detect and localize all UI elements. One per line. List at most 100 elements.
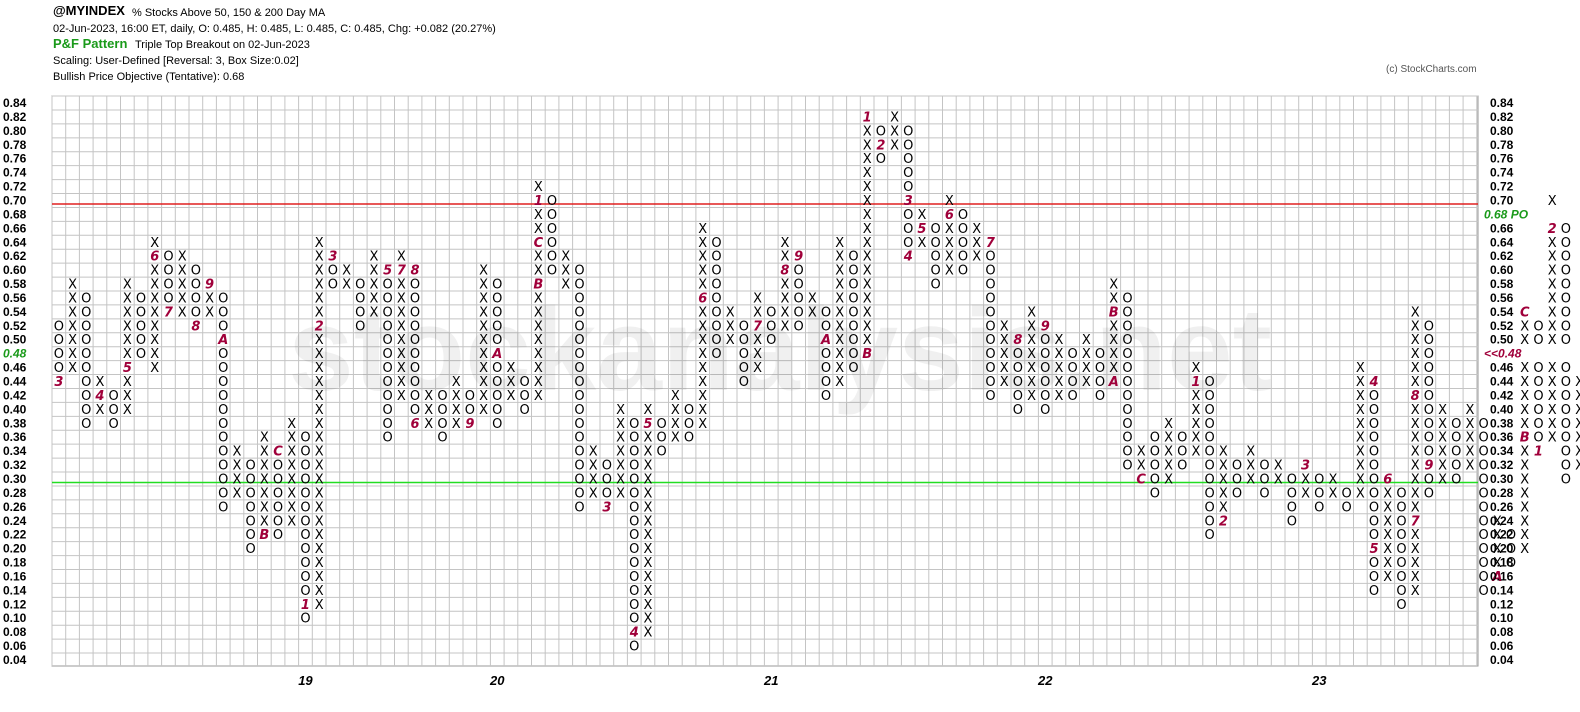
x-box: X <box>1328 472 1337 487</box>
x-box: X <box>890 124 899 139</box>
o-box: O <box>492 389 502 404</box>
o-box: O <box>1561 278 1571 293</box>
o-box: O <box>547 222 557 237</box>
o-box: O <box>81 389 91 404</box>
y-tick-label-right: 0.22 <box>1490 528 1514 542</box>
x-box: X <box>863 319 872 334</box>
x-box: X <box>1246 445 1255 460</box>
x-box: X <box>1575 445 1580 460</box>
pnf-column: X4X <box>94 375 104 418</box>
o-box: O <box>931 222 941 237</box>
x-box: X <box>616 459 625 474</box>
o-box: O <box>1314 472 1324 487</box>
o-box: O <box>1369 431 1379 446</box>
pnf-column: OOO <box>1177 431 1187 474</box>
o-box: O <box>191 291 201 306</box>
x-box: X <box>123 333 132 348</box>
y-tick-label-right: 0.40 <box>1490 402 1514 416</box>
x-box: X <box>150 278 159 293</box>
x-box: X <box>835 319 844 334</box>
pnf-column: OOO <box>1506 528 1516 571</box>
x-box: X <box>643 459 652 474</box>
o-box: O <box>1533 361 1543 376</box>
x-box: X <box>1164 431 1173 446</box>
y-tick-label-right: 0.38 <box>1490 416 1514 430</box>
o-box: O <box>1561 264 1571 279</box>
x-box: X <box>561 250 570 265</box>
o-box: O <box>1369 528 1379 543</box>
o-box: O <box>1424 445 1434 460</box>
x-box: X <box>315 556 324 571</box>
o-box: O <box>1451 417 1461 432</box>
y-tick-label-right: 0.42 <box>1490 388 1514 402</box>
x-box: X <box>479 291 488 306</box>
pnf-column: OOO <box>766 305 776 348</box>
x-box: X <box>972 222 981 237</box>
month-marker: 8 <box>411 264 420 279</box>
x-box: X <box>616 486 625 501</box>
o-box: O <box>1205 459 1215 474</box>
x-box: X <box>863 236 872 251</box>
o-box: O <box>794 291 804 306</box>
o-box: O <box>355 305 365 320</box>
x-box: X <box>1164 459 1173 474</box>
x-box: X <box>1575 431 1580 446</box>
x-box: X <box>808 291 817 306</box>
left-label-bg <box>1 346 49 360</box>
o-box: O <box>1533 375 1543 390</box>
x-box: X <box>315 431 324 446</box>
o-box: O <box>1396 556 1406 571</box>
chart-symbol: @MYINDEX <box>53 3 125 18</box>
y-tick-label-left: 0.12 <box>3 597 27 611</box>
month-marker: 9 <box>1424 459 1433 474</box>
month-marker: 2 <box>315 319 324 334</box>
x-box: X <box>1109 361 1118 376</box>
o-box: O <box>1424 361 1434 376</box>
o-box: O <box>54 361 64 376</box>
pnf-column: XXX <box>561 250 570 293</box>
o-box: O <box>739 319 749 334</box>
x-box: X <box>150 347 159 362</box>
x-box: X <box>424 403 433 418</box>
x-box: X <box>698 236 707 251</box>
o-box: O <box>848 361 858 376</box>
o-box: O <box>191 278 201 293</box>
o-box: O <box>1561 361 1571 376</box>
x-box: X <box>123 403 132 418</box>
x-box: X <box>150 333 159 348</box>
o-box: O <box>81 319 91 334</box>
o-box: O <box>821 375 831 390</box>
o-box: O <box>1177 445 1187 460</box>
x-box: X <box>1548 417 1557 432</box>
pnf-column: OOO <box>684 403 694 446</box>
o-box: O <box>985 250 995 265</box>
x-box: X <box>1356 445 1365 460</box>
o-box: O <box>81 347 91 362</box>
o-box: O <box>1479 431 1489 446</box>
x-box: X <box>1054 361 1063 376</box>
x-box: X <box>1493 514 1502 529</box>
x-box: X <box>1465 431 1474 446</box>
x-box: X <box>1548 291 1557 306</box>
o-box: O <box>739 347 749 362</box>
o-box: O <box>629 472 639 487</box>
copyright-notice: (c) StockCharts.com <box>1386 64 1477 75</box>
x-box: X <box>534 208 543 223</box>
o-box: O <box>1369 556 1379 571</box>
o-box: O <box>355 291 365 306</box>
x-box: X <box>753 361 762 376</box>
y-tick-label-right: 0.80 <box>1490 124 1514 138</box>
x-box: X <box>397 278 406 293</box>
